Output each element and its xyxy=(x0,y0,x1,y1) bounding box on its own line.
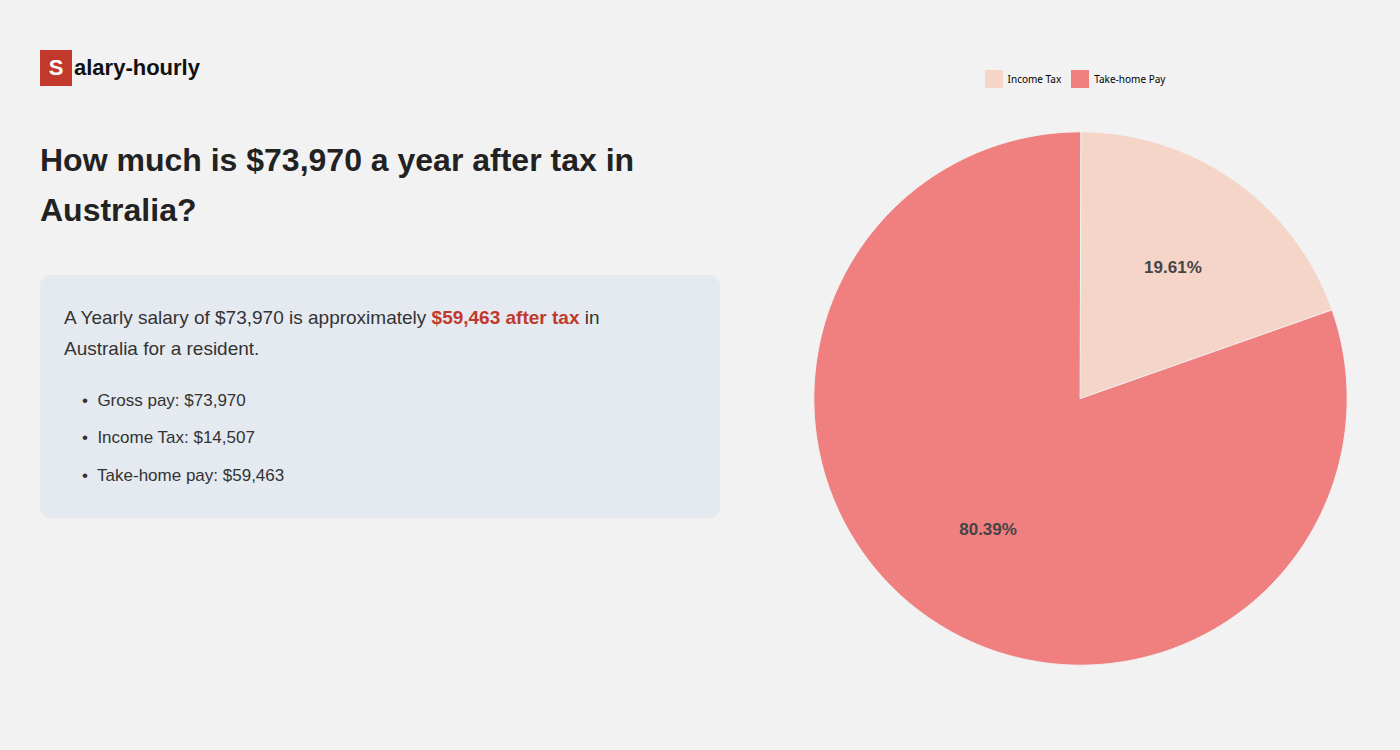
svg-text:80.39%: 80.39% xyxy=(959,520,1017,539)
html-text:A Yearly salary of $73,970 is: A Yearly salary of $73,970 is approximat… xyxy=(64,307,600,329)
html-text:S: S xyxy=(48,55,64,80)
html-text:Take-home Pay: Take-home Pay xyxy=(1094,71,1166,86)
html-text:• Income Tax: $14,507: • Income Tax: $14,507 xyxy=(82,428,255,448)
html-text:How much is $73,970 a year aft: How much is $73,970 a year after tax in … xyxy=(40,142,635,228)
html-text:Income Tax: Income Tax xyxy=(1007,71,1062,86)
svg-text:19.61%: 19.61% xyxy=(1144,258,1202,277)
html-text:• Take-home pay: $59,463: • Take-home pay: $59,463 xyxy=(82,465,285,485)
html-text:Australia for a resident.: Australia for a resident. xyxy=(64,337,260,359)
html-text:• Gross pay: $73,970: • Gross pay: $73,970 xyxy=(82,391,246,410)
html-text:alary-hourly: alary-hourly xyxy=(74,55,200,80)
